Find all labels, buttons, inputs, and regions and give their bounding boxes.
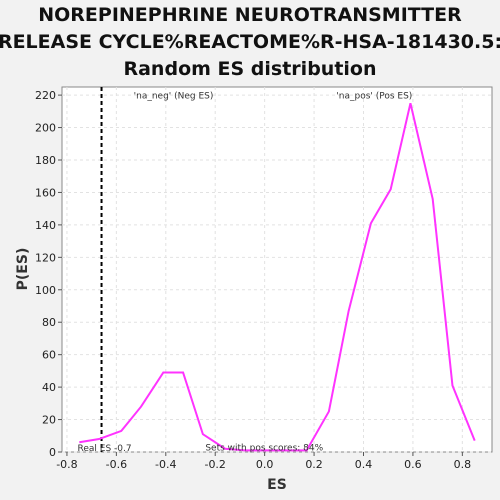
real-es-label: Real ES -0.7 [78,444,132,454]
y-tick-label: 140 [35,219,56,232]
y-tick-label: 20 [42,414,56,427]
x-tick-label: 0.8 [454,458,472,471]
x-tick-label: -0.2 [204,458,225,471]
x-tick-label: -0.6 [106,458,127,471]
plot-area [61,86,493,453]
x-tick-label: 0.6 [404,458,422,471]
neg-es-annotation: 'na_neg' (Neg ES) [134,91,214,101]
y-tick-label: 40 [42,381,56,394]
y-tick-label: 0 [49,446,56,459]
pos-scores-annotation: Sets with pos scores: 84% [205,443,323,453]
x-tick-label: 0.2 [305,458,323,471]
y-tick-label: 60 [42,349,56,362]
pos-es-annotation: 'na_pos' (Pos ES) [336,91,412,101]
x-tick-label: 0.4 [355,458,373,471]
title-line-1: NOREPINEPHRINE NEUROTRANSMITTER [38,4,462,26]
y-tick-label: 80 [42,316,56,329]
y-tick-label: 160 [35,186,56,199]
y-tick-label: 200 [35,122,56,135]
x-tick-label: 0.0 [256,458,274,471]
y-axis-label: P(ES) [15,248,31,291]
series-layer [79,102,476,452]
x-axis-ticks: -0.8 -0.6 -0.4 -0.2 0.0 0.2 0.4 0.6 0.8 [56,452,471,471]
chart-title: NOREPINEPHRINE NEUROTRANSMITTER RELEASE … [0,4,500,80]
y-tick-label: 220 [35,89,56,102]
y-axis-ticks: 0 20 40 60 80 100 120 140 160 180 200 220 [35,89,62,459]
y-tick-label: 120 [35,251,56,264]
x-tick-label: -0.8 [56,458,77,471]
x-tick-label: -0.4 [155,458,176,471]
y-tick-label: 100 [35,284,56,297]
title-line-3: Random ES distribution [123,58,376,80]
grid [62,87,492,453]
title-line-2: RELEASE CYCLE%REACTOME%R-HSA-181430.5: [0,31,500,53]
x-axis-label: ES [267,477,287,493]
es-distribution-line [79,102,476,452]
y-tick-label: 180 [35,154,56,167]
